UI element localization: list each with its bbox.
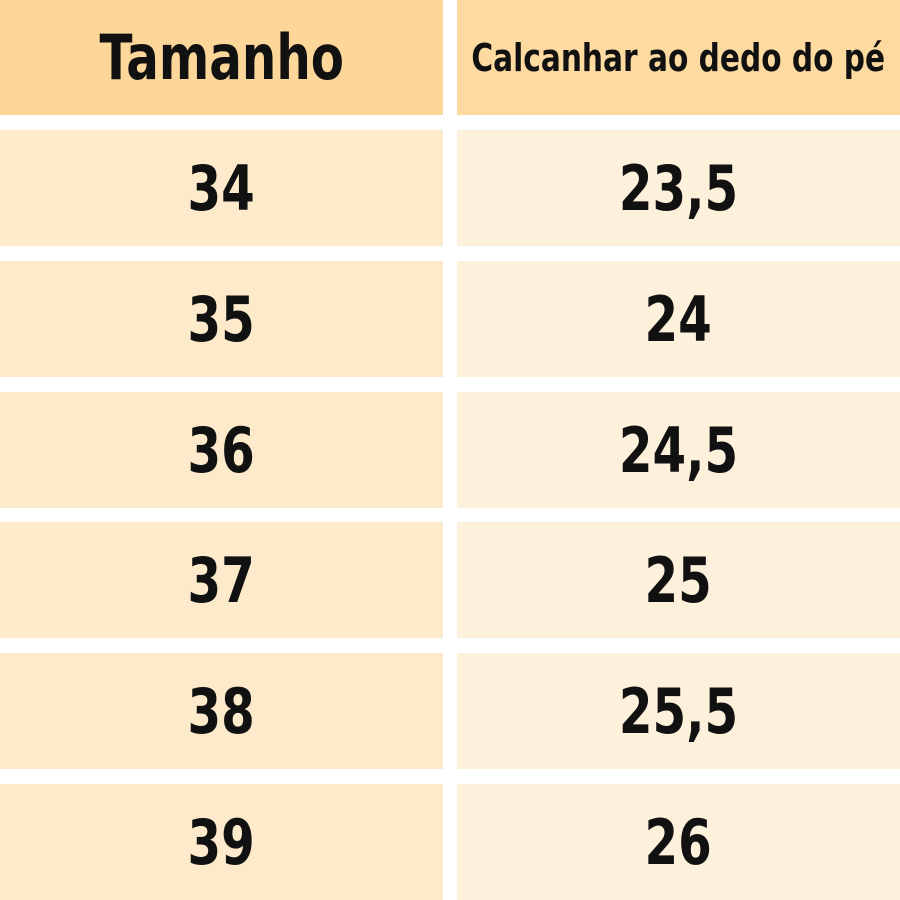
header-cell: Calcanhar ao dedo do pé	[457, 0, 900, 115]
body-cell: 24	[457, 261, 900, 377]
body-cell: 34	[0, 130, 443, 246]
body-cell-text: 26	[644, 805, 713, 879]
body-cell-text: 24,5	[618, 413, 739, 487]
body-cell: 25,5	[457, 653, 900, 769]
header-cell: Tamanho	[0, 0, 443, 115]
body-cell-text: 39	[187, 805, 256, 879]
body-cell-text: 38	[187, 674, 256, 748]
body-cell-text: 37	[187, 543, 256, 617]
body-cell: 24,5	[457, 392, 900, 508]
body-cell: 25	[457, 522, 900, 638]
body-cell: 23,5	[457, 130, 900, 246]
body-cell-text: 25	[644, 543, 713, 617]
body-cell: 35	[0, 261, 443, 377]
body-cell-text: 25,5	[618, 674, 739, 748]
body-cell: 26	[457, 784, 900, 900]
header-cell-text: Tamanho	[99, 21, 344, 94]
body-cell: 38	[0, 653, 443, 769]
body-cell-text: 34	[187, 151, 256, 225]
body-cell: 39	[0, 784, 443, 900]
body-cell: 37	[0, 522, 443, 638]
body-cell-text: 23,5	[618, 151, 739, 225]
body-cell-text: 24	[644, 282, 713, 356]
body-cell-text: 36	[187, 413, 256, 487]
body-cell: 36	[0, 392, 443, 508]
header-cell-text: Calcanhar ao dedo do pé	[471, 35, 886, 80]
body-cell-text: 35	[187, 282, 256, 356]
